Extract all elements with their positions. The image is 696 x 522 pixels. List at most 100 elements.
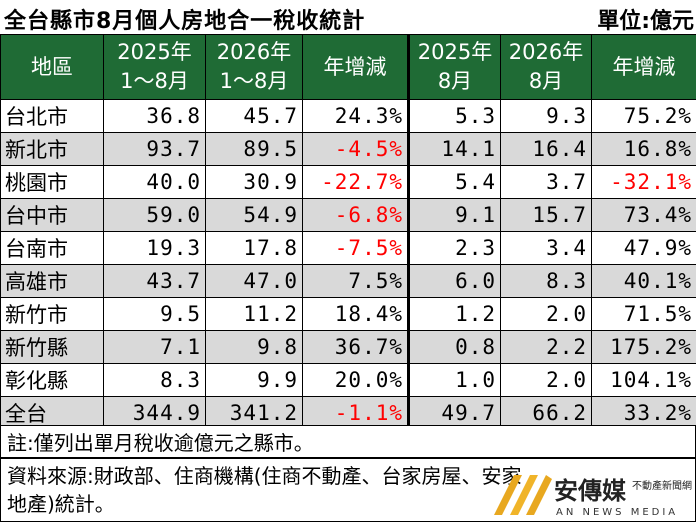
- cell-ytd-2026: 9.8: [205, 330, 303, 364]
- cell-month-2025: 1.2: [408, 297, 501, 331]
- table-body: 台北市 36.8 45.7 24.3% 5.3 9.3 75.2% 新北市 93.7 89.5 -4…: [0, 99, 696, 430]
- cell-ytd-2026: 30.9: [205, 165, 303, 199]
- logo-name: 安傳媒: [554, 477, 627, 505]
- header-ytd-2025: 2025年 1～8月: [103, 34, 206, 100]
- cell-month-2025: 14.1: [408, 132, 501, 166]
- cell-ytd-change: 18.4%: [302, 297, 410, 331]
- cell-month-change: 104.1%: [591, 363, 696, 397]
- cell-ytd-2025: 43.7: [103, 264, 206, 298]
- cell-ytd-2025: 36.8: [103, 99, 206, 133]
- source-line-2: 地產)統計。: [7, 492, 115, 516]
- table-header-row: 地區 2025年 1～8月 2026年 1～8月 年增減 2025年 8月 2026年…: [0, 34, 696, 100]
- source-note: 資料來源:財政部、住商機構(住商不動產、台家房屋、安家 地產)統計。: [0, 458, 696, 522]
- header-ytd-change: 年增減: [302, 34, 410, 100]
- cell-ytd-2026: 11.2: [205, 297, 303, 331]
- row-region: 新北市: [0, 132, 104, 166]
- cell-ytd-2026: 54.9: [205, 198, 303, 232]
- cell-month-change: 175.2%: [591, 330, 696, 364]
- table-row: 新竹縣 7.1 9.8 36.7% 0.8 2.2 175.2%: [0, 330, 696, 364]
- cell-month-2025: 5.4: [408, 165, 501, 199]
- table-row: 新北市 93.7 89.5 -4.5% 14.1 16.4 16.8%: [0, 132, 696, 166]
- source-line-1: 資料來源:財政部、住商機構(住商不動產、台家房屋、安家: [7, 464, 522, 488]
- cell-ytd-2025: 40.0: [103, 165, 206, 199]
- cell-month-change: 40.1%: [591, 264, 696, 298]
- tax-stats-table: 地區 2025年 1～8月 2026年 1～8月 年增減 2025年 8月 2026年…: [0, 34, 696, 430]
- cell-ytd-change: 36.7%: [302, 330, 410, 364]
- cell-ytd-2026: 89.5: [205, 132, 303, 166]
- logo-en: AN NEWS MEDIA: [556, 507, 678, 518]
- row-region: 台中市: [0, 198, 104, 232]
- cell-month-2026: 15.7: [500, 198, 592, 232]
- row-region: 全台: [0, 396, 104, 430]
- cell-month-2025: 5.3: [408, 99, 501, 133]
- cell-ytd-2026: 47.0: [205, 264, 303, 298]
- footnote: 註:僅列出單月稅收逾億元之縣市。: [0, 425, 696, 458]
- header-month-2025: 2025年 8月: [408, 34, 501, 100]
- cell-month-2026: 2.2: [500, 330, 592, 364]
- row-region: 台北市: [0, 99, 104, 133]
- cell-month-change: 33.2%: [591, 396, 696, 430]
- unit-label: 單位:億元: [597, 9, 694, 34]
- an-news-media-logo: 安傳媒 不動產新聞網 AN NEWS MEDIA: [494, 475, 692, 518]
- cell-ytd-2026: 17.8: [205, 231, 303, 265]
- table-row: 彰化縣 8.3 9.9 20.0% 1.0 2.0 104.1%: [0, 363, 696, 397]
- row-region: 新竹市: [0, 297, 104, 331]
- cell-ytd-change: 24.3%: [302, 99, 410, 133]
- cell-month-change: 16.8%: [591, 132, 696, 166]
- cell-month-2026: 16.4: [500, 132, 592, 166]
- header-region: 地區: [0, 34, 104, 100]
- cell-ytd-2025: 7.1: [103, 330, 206, 364]
- table-row: 新竹市 9.5 11.2 18.4% 1.2 2.0 71.5%: [0, 297, 696, 331]
- cell-month-change: 47.9%: [591, 231, 696, 265]
- cell-month-2025: 2.3: [408, 231, 501, 265]
- row-region: 彰化縣: [0, 363, 104, 397]
- table-row: 高雄市 43.7 47.0 7.5% 6.0 8.3 40.1%: [0, 264, 696, 298]
- table-row: 桃園市 40.0 30.9 -22.7% 5.4 3.7 -32.1%: [0, 165, 696, 199]
- cell-month-change: 71.5%: [591, 297, 696, 331]
- title-row: 全台縣市8月個人房地合一稅收統計 單位:億元: [0, 0, 696, 34]
- row-region: 桃園市: [0, 165, 104, 199]
- row-region: 台南市: [0, 231, 104, 265]
- cell-month-2026: 8.3: [500, 264, 592, 298]
- cell-ytd-change: 20.0%: [302, 363, 410, 397]
- cell-ytd-change: -7.5%: [302, 231, 410, 265]
- cell-ytd-2025: 9.5: [103, 297, 206, 331]
- cell-month-2025: 1.0: [408, 363, 501, 397]
- logo-mark-left: [494, 475, 522, 515]
- cell-ytd-change: -22.7%: [302, 165, 410, 199]
- cell-month-2026: 2.0: [500, 363, 592, 397]
- footnote-text: 註:僅列出單月稅收逾億元之縣市。: [7, 431, 314, 455]
- cell-ytd-2026: 45.7: [205, 99, 303, 133]
- cell-ytd-change: -6.8%: [302, 198, 410, 232]
- cell-ytd-2025: 59.0: [103, 198, 206, 232]
- cell-ytd-2025: 93.7: [103, 132, 206, 166]
- row-region: 高雄市: [0, 264, 104, 298]
- cell-month-2025: 9.1: [408, 198, 501, 232]
- table-row: 台中市 59.0 54.9 -6.8% 9.1 15.7 73.4%: [0, 198, 696, 232]
- header-ytd-2026: 2026年 1～8月: [205, 34, 303, 100]
- logo-mark-right: [526, 475, 552, 515]
- table-row: 全台 344.9 341.2 -1.1% 49.7 66.2 33.2%: [0, 396, 696, 430]
- cell-ytd-change: 7.5%: [302, 264, 410, 298]
- logo-mark-mid: [510, 475, 538, 515]
- cell-ytd-2025: 19.3: [103, 231, 206, 265]
- cell-month-2026: 3.7: [500, 165, 592, 199]
- logo-sub: 不動產新聞網: [632, 479, 692, 492]
- cell-ytd-2025: 8.3: [103, 363, 206, 397]
- cell-ytd-2026: 9.9: [205, 363, 303, 397]
- cell-month-2025: 6.0: [408, 264, 501, 298]
- cell-ytd-change: -4.5%: [302, 132, 410, 166]
- cell-month-change: -32.1%: [591, 165, 696, 199]
- cell-month-change: 75.2%: [591, 99, 696, 133]
- row-region: 新竹縣: [0, 330, 104, 364]
- cell-month-2026: 3.4: [500, 231, 592, 265]
- cell-month-2026: 2.0: [500, 297, 592, 331]
- cell-month-2025: 0.8: [408, 330, 501, 364]
- cell-month-2026: 66.2: [500, 396, 592, 430]
- page-title: 全台縣市8月個人房地合一稅收統計: [4, 9, 366, 34]
- cell-month-2026: 9.3: [500, 99, 592, 133]
- cell-month-change: 73.4%: [591, 198, 696, 232]
- table-row: 台北市 36.8 45.7 24.3% 5.3 9.3 75.2%: [0, 99, 696, 133]
- table-row: 台南市 19.3 17.8 -7.5% 2.3 3.4 47.9%: [0, 231, 696, 265]
- header-month-2026: 2026年 8月: [500, 34, 592, 100]
